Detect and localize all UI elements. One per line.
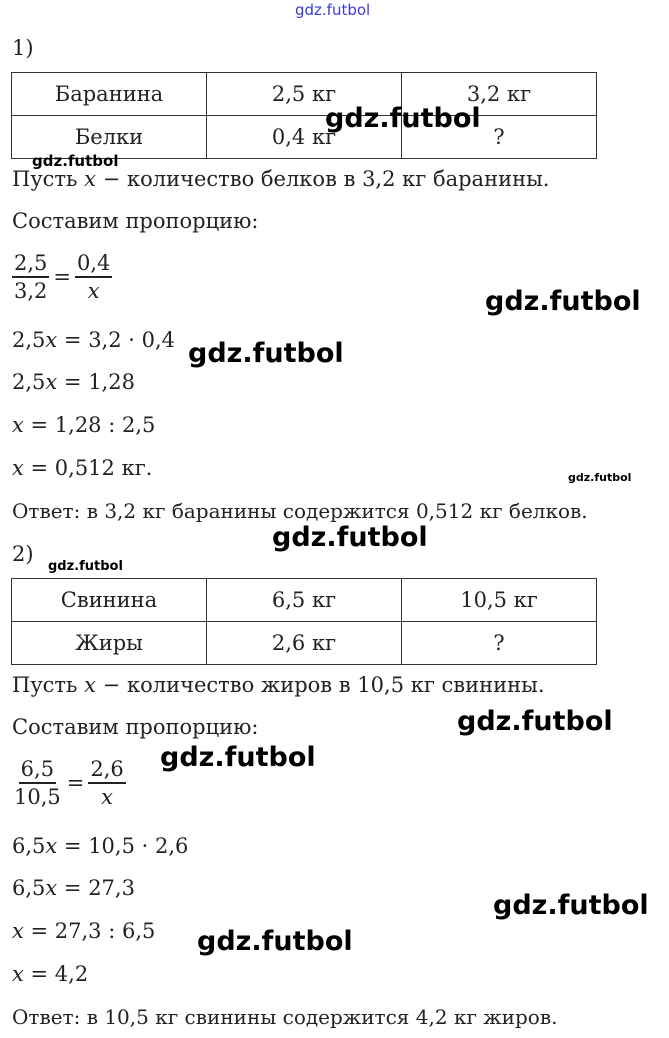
fraction: 6,5 10,5 — [12, 756, 63, 810]
expression: = 4,2 — [23, 962, 89, 986]
numerator: 2,6 — [88, 756, 126, 784]
table-cell: 6,5 кг — [206, 578, 402, 622]
watermark: gdz.futbol — [325, 103, 481, 134]
table-cell: Белки — [11, 115, 207, 159]
variable: x — [45, 834, 58, 858]
denominator: x — [101, 785, 113, 809]
equation: x = 0,512 кг. — [12, 455, 152, 481]
variable: x — [45, 370, 58, 394]
expression: = 0,512 кг. — [23, 456, 153, 480]
table-cell: ? — [401, 115, 597, 159]
text: Пусть — [12, 167, 85, 191]
table-row: Белки 0,4 кг ? — [11, 115, 597, 159]
proportion-label: Составим пропорцию: — [12, 715, 259, 739]
part1-label: 1) — [12, 36, 34, 60]
table-cell: Баранина — [11, 72, 207, 116]
table-cell: 2,5 кг — [206, 72, 402, 116]
variable: x — [45, 328, 58, 352]
proportion-label: Составим пропорцию: — [12, 209, 259, 233]
equals-sign: = — [53, 265, 72, 289]
text: Пусть — [12, 673, 85, 697]
coefficient: 6,5 — [12, 876, 46, 900]
variable: x — [12, 456, 24, 480]
part2-table: Свинина 6,5 кг 10,5 кг Жиры 2,6 кг ? — [11, 578, 597, 665]
expression: = 10,5 · 2,6 — [57, 834, 189, 858]
equation: 6,5x = 27,3 — [12, 875, 135, 901]
variable: x — [84, 167, 97, 191]
text: − количество белков в 3,2 кг баранины. — [96, 167, 550, 191]
coefficient: 6,5 — [12, 834, 46, 858]
equation: x = 4,2 — [12, 961, 88, 987]
watermark: gdz.futbol — [272, 522, 428, 553]
variable: x — [12, 919, 24, 943]
watermark: gdz.futbol — [295, 1, 371, 19]
expression: = 1,28 — [57, 370, 135, 394]
answer: Ответ: в 3,2 кг баранины содержится 0,51… — [12, 499, 588, 523]
equation: 2,5x = 3,2 · 0,4 — [12, 327, 175, 353]
watermark: gdz.futbol — [485, 286, 641, 317]
variable: x — [45, 876, 58, 900]
proportion: 2,5 3,2 = 0,4 x — [12, 250, 113, 304]
answer: Ответ: в 10,5 кг свинины содержится 4,2 … — [12, 1005, 558, 1029]
watermark: gdz.futbol — [188, 338, 344, 369]
expression: = 27,3 : 6,5 — [23, 919, 156, 943]
equation: 6,5x = 10,5 · 2,6 — [12, 833, 188, 859]
table-cell: 10,5 кг — [401, 578, 597, 622]
expression: = 3,2 · 0,4 — [57, 328, 176, 352]
watermark: gdz.futbol — [568, 471, 632, 484]
coefficient: 2,5 — [12, 328, 46, 352]
denominator: x — [87, 279, 100, 303]
fraction: 2,5 3,2 — [12, 250, 50, 304]
numerator: 0,4 — [75, 250, 113, 278]
table-cell: 3,2 кг — [401, 72, 597, 116]
equation: x = 1,28 : 2,5 — [12, 412, 155, 438]
coefficient: 2,5 — [12, 370, 46, 394]
table-row: Свинина 6,5 кг 10,5 кг — [11, 578, 597, 622]
variable: x — [12, 962, 24, 986]
denominator: 3,2 — [14, 279, 48, 303]
watermark: gdz.futbol — [197, 926, 353, 957]
equation: x = 27,3 : 6,5 — [12, 918, 155, 944]
expression: = 1,28 : 2,5 — [23, 413, 156, 437]
table-cell: 2,6 кг — [206, 621, 402, 665]
table-cell: ? — [401, 621, 597, 665]
denominator: 10,5 — [14, 785, 61, 809]
text: − количество жиров в 10,5 кг свинины. — [96, 673, 545, 697]
equals-sign: = — [66, 771, 85, 795]
table-cell: Жиры — [11, 621, 207, 665]
table-cell: 0,4 кг — [206, 115, 402, 159]
watermark: gdz.futbol — [457, 706, 613, 737]
table-row: Баранина 2,5 кг 3,2 кг — [11, 72, 597, 116]
watermark: gdz.futbol — [493, 890, 649, 921]
proportion: 6,5 10,5 = 2,6 x — [12, 756, 126, 810]
variable: x — [84, 673, 97, 697]
expression: = 27,3 — [57, 876, 135, 900]
watermark: gdz.futbol — [48, 559, 123, 574]
table-cell: Свинина — [11, 578, 207, 622]
watermark: gdz.futbol — [160, 742, 316, 773]
let-statement: Пусть x − количество белков в 3,2 кг бар… — [12, 166, 549, 192]
numerator: 2,5 — [12, 250, 50, 278]
let-statement: Пусть x − количество жиров в 10,5 кг сви… — [12, 672, 545, 698]
part1-table: Баранина 2,5 кг 3,2 кг Белки 0,4 кг ? — [11, 72, 597, 159]
table-row: Жиры 2,6 кг ? — [11, 621, 597, 665]
fraction: 0,4 x — [75, 250, 113, 304]
fraction: 2,6 x — [88, 756, 126, 810]
watermark: gdz.futbol — [32, 152, 119, 170]
part2-label: 2) — [12, 542, 34, 566]
equation: 2,5x = 1,28 — [12, 369, 135, 395]
variable: x — [12, 413, 24, 437]
numerator: 6,5 — [18, 756, 57, 784]
